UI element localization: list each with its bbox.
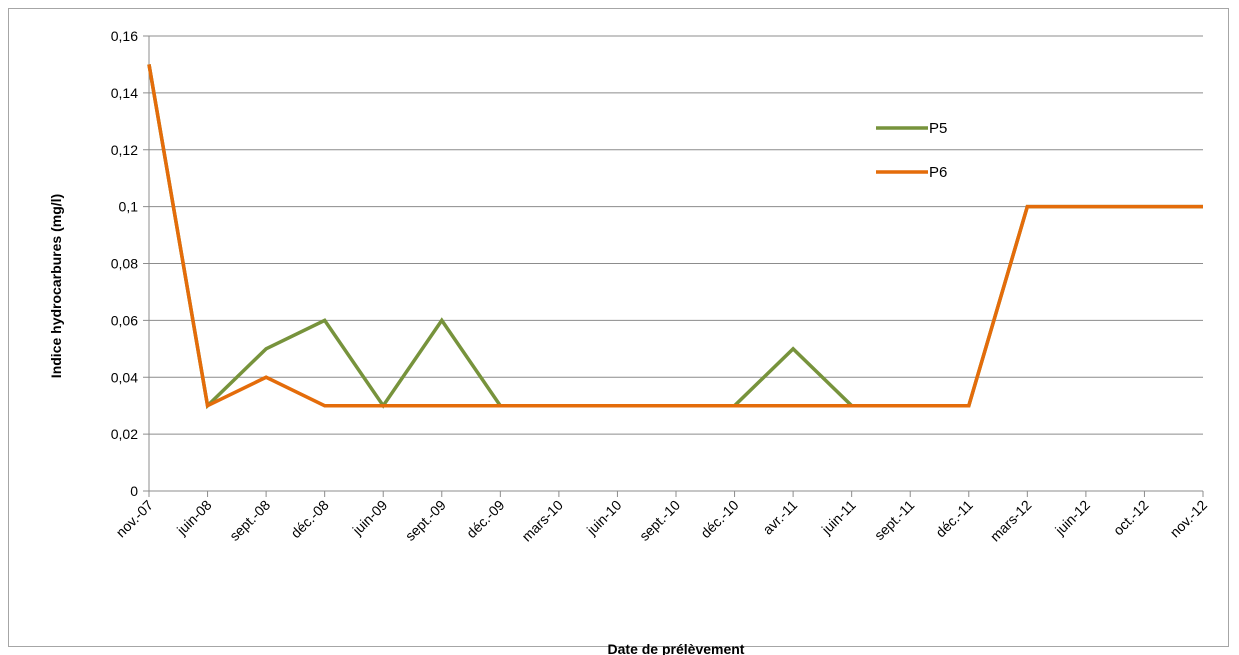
x-tick-label: juin-08: [173, 497, 215, 539]
x-tick-label: déc.-11: [932, 497, 976, 541]
y-tick-label: 0,06: [111, 312, 138, 328]
x-tick-label: avr.-11: [759, 497, 800, 538]
x-tick-label: sept.-09: [402, 497, 449, 544]
legend-label-p5: P5: [929, 120, 947, 137]
x-tick-label: juin-12: [1051, 497, 1093, 539]
y-tick-label: 0,14: [111, 85, 138, 101]
x-tick-label: sept.-10: [636, 497, 683, 544]
x-tick-label: sept.-11: [871, 497, 917, 543]
legend-label-p6: P6: [929, 164, 947, 181]
y-tick-label: 0,04: [111, 369, 138, 385]
gridlines: [149, 35, 1203, 435]
y-tick-label: 0,02: [111, 426, 138, 442]
x-tick-label: oct.-12: [1110, 497, 1152, 539]
x-tick-label: déc.-08: [287, 497, 331, 541]
x-tick-label: juin-11: [818, 497, 859, 538]
x-tick-label: juin-10: [583, 497, 625, 539]
axes: 0 0,02 0,04 0,06 0,08 0,1 0,12 0,14 0,16 nov.-07 j…: [111, 28, 1211, 544]
x-tick-label: déc.-10: [697, 497, 741, 541]
x-tick-label: nov.-07: [113, 497, 157, 541]
x-axis-title: Date de prélèvement: [608, 641, 745, 655]
x-tick-label: déc.-09: [463, 497, 507, 541]
series-line-p5: [147, 64, 1203, 410]
x-tick-label: mars-12: [987, 497, 1035, 545]
chart-frame: [8, 8, 1229, 647]
x-tick-label: mars-10: [518, 497, 566, 545]
x-tick-label: juin-09: [349, 497, 391, 539]
y-tick-label: 0,08: [111, 256, 138, 272]
legend: P5 P6: [876, 120, 947, 181]
y-tick-label: 0,12: [111, 142, 138, 158]
y-tick-label: 0,1: [119, 199, 139, 215]
y-tick-label: 0,16: [111, 28, 138, 44]
y-axis-title: Indice hydrocarbures (mg/l): [48, 194, 64, 378]
y-tick-label: 0: [130, 483, 138, 499]
series-line-p6: [147, 64, 1203, 409]
x-tick-label: nov.-12: [1167, 497, 1211, 541]
series-lines: [147, 64, 1203, 410]
x-tick-label: sept.-08: [226, 497, 273, 544]
